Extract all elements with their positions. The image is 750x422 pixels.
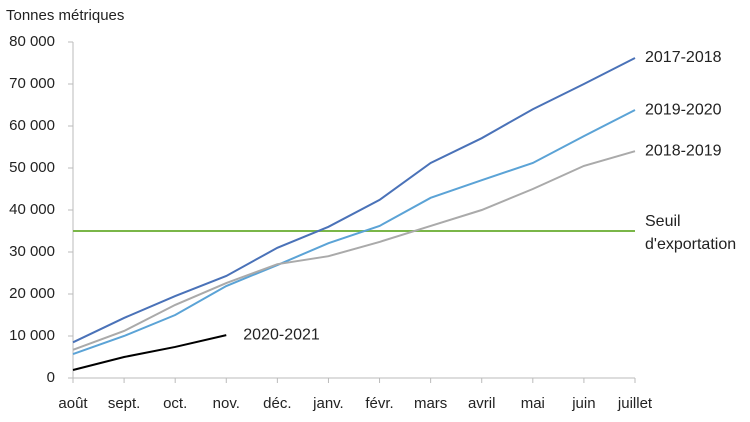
x-tick-label: nov. [213, 395, 240, 412]
y-axis-title: Tonnes métriques [6, 7, 124, 24]
y-tick-label: 20 000 [9, 285, 55, 302]
y-tick-label: 10 000 [9, 327, 55, 344]
threshold-label: d'exportation [645, 236, 736, 253]
x-tick-label: mai [521, 395, 545, 412]
x-tick-label: juin [571, 395, 595, 412]
y-tick-label: 30 000 [9, 243, 55, 260]
series-label: 2017-2018 [645, 49, 722, 66]
y-tick-label: 80 000 [9, 33, 55, 50]
x-tick-label: août [58, 395, 88, 412]
series-label: 2020-2021 [243, 326, 320, 343]
series-line [72, 109, 636, 356]
series-line [72, 334, 227, 371]
x-tick-label: sept. [108, 395, 141, 412]
y-tick-label: 50 000 [9, 159, 55, 176]
x-tick-label: juillet [617, 395, 653, 412]
x-tick-label: mars [414, 395, 447, 412]
series-label: 2018-2019 [645, 142, 722, 159]
x-tick-label: oct. [163, 395, 187, 412]
threshold-label: Seuil [645, 213, 681, 230]
x-tick-label: févr. [365, 395, 393, 412]
y-tick-label: 0 [47, 369, 55, 386]
series-label: 2019-2020 [645, 101, 722, 118]
y-tick-label: 60 000 [9, 117, 55, 134]
x-tick-label: déc. [263, 395, 291, 412]
x-tick-label: avril [468, 395, 496, 412]
y-tick-label: 70 000 [9, 75, 55, 92]
y-tick-label: 40 000 [9, 201, 55, 218]
series-line [72, 150, 636, 351]
series-line [72, 57, 636, 344]
x-tick-label: janv. [312, 395, 344, 412]
